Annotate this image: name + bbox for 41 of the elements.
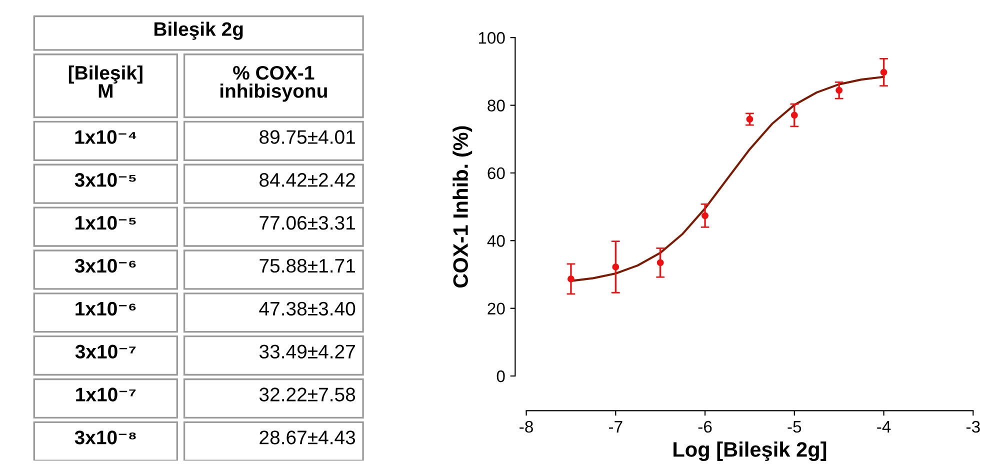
text: 84.42±2.42: [260, 173, 355, 187]
text: 32.22±7.58: [259, 388, 356, 402]
text: 89.75±4.01: [260, 130, 355, 144]
x-tick-label: -3: [966, 420, 980, 433]
y-tick-label: 20: [488, 302, 505, 315]
y-tick-label: 0: [496, 370, 505, 382]
point: [612, 263, 620, 270]
point: [880, 68, 888, 76]
point: [836, 86, 843, 94]
text: 1x10⁻⁷: [76, 388, 136, 402]
text: 47.38±3.40: [259, 302, 356, 316]
text: 1x10⁻⁶: [76, 302, 136, 316]
text: 77.06±3.31: [260, 216, 355, 230]
category-label: [Bileşik] M: [68, 65, 142, 98]
text: 3x10⁻⁷: [75, 344, 136, 359]
y-axis-title: COX-1 Inhib. (%): [452, 126, 472, 288]
category-label: % COX-1 inhibisyonu: [220, 66, 327, 102]
x-axis-title: Log [Bileşik 2g]: [674, 442, 826, 462]
y-tick-label: 100: [478, 32, 505, 44]
y-tick-label: 80: [488, 100, 505, 112]
point: [790, 112, 798, 119]
point: [656, 259, 664, 266]
x-tick-label: -8: [520, 420, 533, 433]
point: [746, 116, 754, 123]
text: 3x10⁻⁶: [74, 258, 136, 273]
point: [568, 276, 574, 282]
text: 1x10⁻⁴: [75, 130, 136, 144]
point: [702, 212, 709, 220]
x-tick-label: -6: [698, 420, 712, 433]
text: 28.67±4.43: [260, 430, 356, 444]
text: Bileşik 2g: [154, 22, 243, 40]
x-tick-label: -4: [877, 421, 891, 433]
y-tick-label: 60: [488, 167, 505, 180]
x-tick-label: -7: [608, 421, 622, 433]
text: 3x10⁻⁵: [74, 173, 136, 187]
y-tick-label: 40: [487, 235, 505, 247]
text: 3x10⁻⁸: [74, 430, 136, 444]
text: 1x10⁻⁵: [76, 216, 136, 230]
text: 33.49±4.27: [259, 344, 355, 359]
text: 75.88±1.71: [260, 258, 355, 273]
x-tick-label: -5: [788, 421, 802, 433]
